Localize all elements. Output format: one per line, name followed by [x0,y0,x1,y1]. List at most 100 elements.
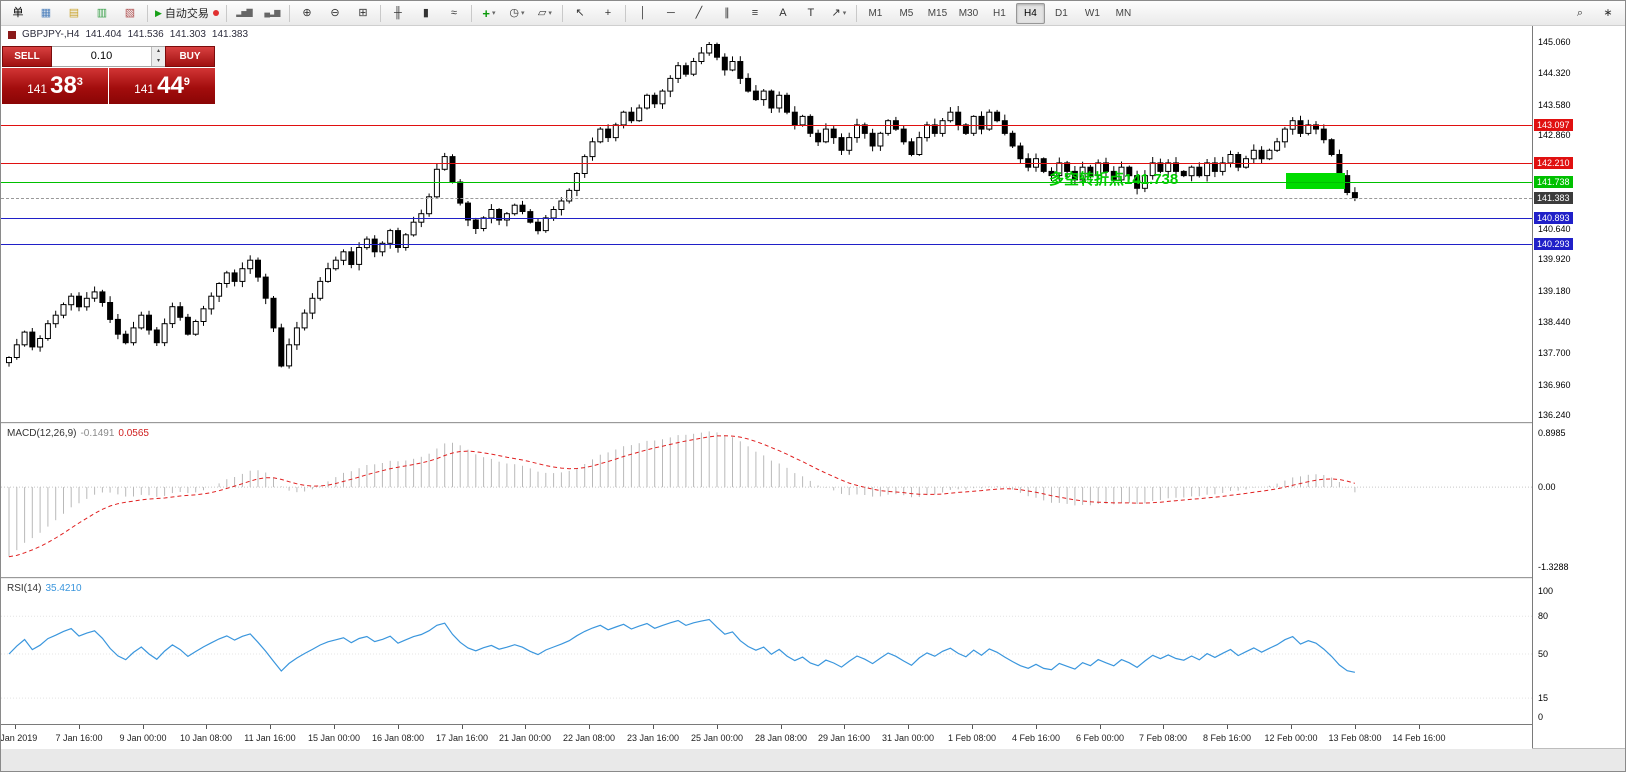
auto-trading-button-label: 自动交易 [164,8,209,20]
price-tick-label: 143.580 [1538,100,1571,110]
price-tick-label: 140.640 [1538,224,1571,234]
price-axis[interactable]: 145.060 144.320 143.580 142.860 140.640 139.9… [1532,25,1625,748]
horizontal-line-icon[interactable]: ─ [658,3,684,24]
time-tick [972,725,973,729]
resistance-line-1[interactable] [1,125,1532,126]
sell-price-sup: 3 [76,76,83,88]
text-icon[interactable]: A [770,3,796,24]
bar-chart-icon: ╫ [394,6,402,19]
sell-button[interactable]: SELL [2,46,52,67]
timeframe-w1-button[interactable]: W1 [1084,7,1100,19]
label-icon: T [807,6,815,19]
candlestick-chart-icon[interactable]: ▮ [413,3,439,24]
rsi-tick-label: 100 [1538,586,1554,596]
timeframe-h1-button[interactable]: H1 [993,7,1006,19]
label-icon[interactable]: T [798,3,824,24]
price-tick-label: 138.440 [1538,317,1571,327]
timeframe-mn-button[interactable]: MN [1115,7,1132,19]
timeframe-h4-button[interactable]: H4 [1015,2,1045,24]
pane-splitter[interactable] [1,577,1532,579]
pivot-annotation[interactable]: 多空转折点141.738 [1049,171,1179,188]
profiles-icon[interactable]: ▤ [61,3,87,24]
chart-window-icon[interactable]: ▦ [33,3,59,24]
resistance-line-2[interactable] [1,163,1532,164]
crosshair-icon[interactable]: + [595,3,621,24]
volume-up-button[interactable]: ▴ [152,47,165,57]
rsi-chart [1,615,1532,699]
macd-chart [1,431,1532,558]
status-strip [1,748,1625,771]
channel-icon[interactable]: ∥ [714,3,740,24]
macd-pane[interactable] [1,424,1532,577]
horizontal-line-icon: ─ [667,6,675,19]
pivot-line[interactable] [1,182,1532,183]
add-indicator-icon: + [482,5,490,21]
pane-splitter[interactable] [1,422,1532,424]
time-tick-label: 22 Jan 08:00 [562,733,616,743]
market-watch-icon[interactable]: ▥ [89,3,115,24]
volume-input[interactable]: 0.10 ▴ ▾ [52,46,165,67]
buy-button[interactable]: BUY [165,46,215,67]
highlight-rectangle[interactable] [1286,173,1345,189]
settings-icon[interactable]: ∗ [1595,3,1621,24]
trendline-icon: ╱ [695,6,703,19]
auto-trading-button[interactable]: ▶ 自动交易 [152,3,222,24]
timeframe-m5-button[interactable]: M5 [899,7,914,19]
trendline-icon[interactable]: ╱ [686,3,712,24]
period-icon: ◷ [509,6,519,19]
zoom-in-icon[interactable]: ⊕ [294,3,320,24]
zoom-out-icon[interactable]: ⊖ [322,3,348,24]
market-watch-icon: ▥ [96,6,108,19]
macd-tick-label: -1.3288 [1538,562,1569,572]
cursor-icon[interactable]: ↖ [567,3,593,24]
buy-price-prefix: 141 [134,82,155,96]
timeframe-m1-button[interactable]: M1 [868,7,883,19]
time-tick [1355,725,1356,729]
rsi-tick-label: 50 [1538,649,1549,659]
bid-price-line[interactable] [1,198,1532,199]
indicator-window-icon[interactable]: ▄▂▆ [259,3,285,24]
volume-value[interactable]: 0.10 [90,50,113,62]
shapes-icon[interactable]: ↗ ▾ [826,3,852,24]
navigator-icon[interactable]: ▧ [117,3,143,24]
fibonacci-icon[interactable]: ≡ [742,3,768,24]
sell-price-big: 38 [50,72,77,99]
vertical-line-icon: │ [639,6,647,19]
toolbar-divider [855,4,857,22]
period-button[interactable]: ◷ ▾ [504,3,530,24]
time-tick [653,725,654,729]
time-axis[interactable]: 4 Jan 2019 7 Jan 16:00 9 Jan 00:00 10 Jan 0… [1,724,1532,749]
sell-price-display[interactable]: 141 38 3 [2,68,108,104]
volume-down-button[interactable]: ▾ [152,56,165,66]
vertical-line-icon[interactable]: │ [630,3,656,24]
timeframe-m30-button[interactable]: M30 [958,7,979,19]
search-icon[interactable]: ⌕ [1567,3,1593,24]
rsi-pane[interactable] [1,579,1532,724]
template-button[interactable]: ▱ ▾ [532,3,558,24]
line-chart-icon[interactable]: ≈ [441,3,467,24]
macd-signal-value: 0.0565 [118,428,149,439]
buy-price-display[interactable]: 141 44 9 [109,68,215,104]
indicator-list-icon[interactable]: ▂▅▇ [231,3,257,24]
new-order-button[interactable]: 单 [5,3,31,24]
bar-chart-icon[interactable]: ╫ [385,3,411,24]
timeframe-m15-button[interactable]: M15 [927,7,948,19]
time-tick [398,725,399,729]
price-tick-label: 136.960 [1538,380,1571,390]
time-tick [781,725,782,729]
symbol-period: GBPJPY-,H4 [22,29,80,40]
support-line-1[interactable] [1,218,1532,219]
tile-windows-icon[interactable]: ⊞ [350,3,376,24]
main-chart-pane[interactable]: 多空转折点141.738 [1,25,1532,422]
support-line-2[interactable] [1,244,1532,245]
line-chart-icon: ≈ [450,6,457,19]
candlestick-chart-icon: ▮ [422,6,429,19]
chevron-down-icon: ▾ [842,10,847,17]
navigator-icon: ▧ [124,6,136,19]
zoom-out-icon: ⊖ [330,6,340,19]
quote-open: 141.404 [85,29,122,40]
toolbar-divider [379,4,381,22]
add-indicator-button[interactable]: + ▾ [476,3,502,24]
price-tick-label: 145.060 [1538,37,1571,47]
timeframe-d1-button[interactable]: D1 [1055,7,1068,19]
